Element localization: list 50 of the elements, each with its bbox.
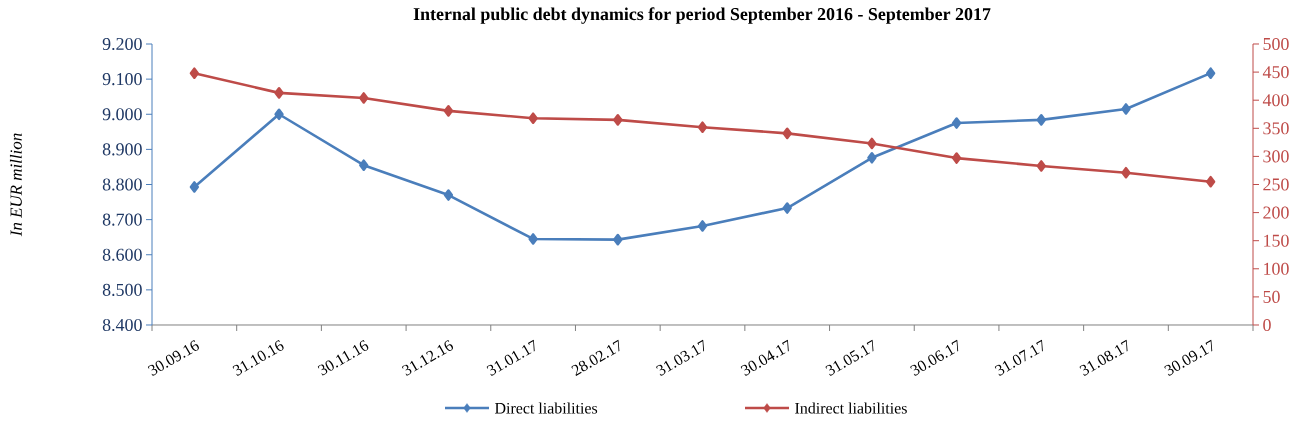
chart-title: Internal public debt dynamics for period September 2016 - September 2017 xyxy=(413,7,991,24)
legend-label: Direct liabilities xyxy=(494,402,598,414)
point xyxy=(613,233,623,246)
point xyxy=(1036,114,1046,126)
y2-tick-label: 50 xyxy=(1263,290,1280,303)
point xyxy=(443,105,454,117)
point xyxy=(697,121,708,133)
point xyxy=(443,189,454,201)
y2-tick-label: 500 xyxy=(1263,37,1289,51)
point xyxy=(189,181,200,193)
point xyxy=(951,117,962,129)
y2-tick-label: 200 xyxy=(1263,206,1289,219)
point xyxy=(359,92,369,104)
legend-label: Indirect liabilities xyxy=(795,402,907,414)
point xyxy=(528,112,538,124)
point xyxy=(867,137,877,150)
y2-tick-label: 100 xyxy=(1264,262,1289,275)
y-tick-label: 9.200 xyxy=(102,37,142,51)
point xyxy=(274,87,284,99)
y2-tick-label: 150 xyxy=(1264,234,1289,247)
y-tick-label: 8.500 xyxy=(102,283,142,296)
y2-tick-label: 450 xyxy=(1262,66,1289,79)
point xyxy=(189,67,200,80)
y-axis-title: In EUR million xyxy=(9,133,22,237)
y-tick-label: 8.900 xyxy=(102,143,142,156)
point xyxy=(1121,103,1131,115)
point xyxy=(359,159,369,171)
y2-tick-label: 350 xyxy=(1263,122,1289,135)
y-tick-label: 8.400 xyxy=(102,318,142,332)
y-tick-label: 9.000 xyxy=(102,108,142,121)
point xyxy=(1205,175,1216,188)
point xyxy=(867,152,877,164)
point xyxy=(697,220,708,232)
point xyxy=(274,108,284,121)
y-tick-label: 8.800 xyxy=(102,178,142,191)
y2-tick-label: 0 xyxy=(1263,318,1271,332)
point xyxy=(1036,160,1046,172)
y2-tick-label: 400 xyxy=(1262,94,1289,107)
y-tick-label: 8.600 xyxy=(102,248,142,261)
y-tick-label: 9.100 xyxy=(102,73,142,86)
point xyxy=(528,233,538,245)
y2-tick-label: 300 xyxy=(1263,150,1289,163)
point xyxy=(613,114,623,126)
point xyxy=(782,127,792,140)
y2-tick-label: 250 xyxy=(1263,178,1289,191)
point xyxy=(782,202,792,214)
point xyxy=(1121,166,1131,179)
point xyxy=(951,152,962,164)
point xyxy=(1205,67,1216,79)
y-tick-label: 8.700 xyxy=(102,213,142,226)
